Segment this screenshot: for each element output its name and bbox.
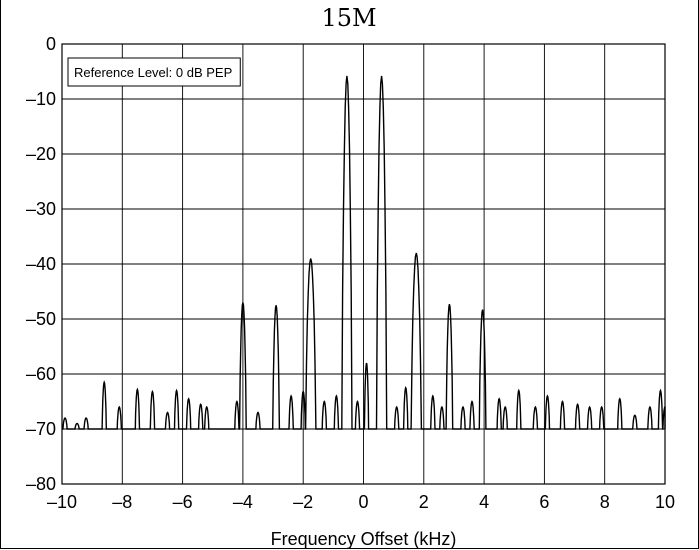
x-tick-label: –10 — [47, 492, 77, 512]
x-tick-label: 0 — [358, 492, 368, 512]
x-tick-label: –6 — [173, 492, 193, 512]
spectrum-trace — [62, 75, 666, 430]
y-tick-label: –80 — [26, 474, 56, 494]
reference-level-box: Reference Level: 0 dB PEP — [67, 57, 241, 87]
y-tick-label: –60 — [26, 364, 56, 384]
x-tick-label: –8 — [112, 492, 132, 512]
x-tick-label: 2 — [419, 492, 429, 512]
reference-level-frame — [67, 57, 241, 87]
y-tick-label: –10 — [26, 89, 56, 109]
x-axis-label: Frequency Offset (kHz) — [271, 529, 457, 549]
reference-level-label: Reference Level: 0 dB PEP — [74, 65, 232, 80]
y-tick-label: –20 — [26, 144, 56, 164]
x-tick-label: –2 — [293, 492, 313, 512]
y-axis-ticks: 0 –10 –20 –30 –40 –50 –60 –70 –80 — [26, 34, 56, 494]
x-tick-label: 6 — [539, 492, 549, 512]
x-tick-label: 4 — [479, 492, 489, 512]
x-axis-ticks: –10 –8 –6 –4 –2 0 2 4 6 8 10 — [47, 492, 675, 512]
y-tick-label: –70 — [26, 419, 56, 439]
x-tick-label: –4 — [233, 492, 253, 512]
y-tick-label: 0 — [46, 34, 56, 54]
y-tick-label: –40 — [26, 254, 56, 274]
x-tick-label: 10 — [655, 492, 675, 512]
plot-area — [61, 43, 666, 485]
chart-title: 15M — [321, 4, 376, 32]
x-tick-label: 8 — [600, 492, 610, 512]
grid-lines — [61, 43, 666, 485]
y-tick-label: –50 — [26, 309, 56, 329]
y-tick-label: –30 — [26, 199, 56, 219]
